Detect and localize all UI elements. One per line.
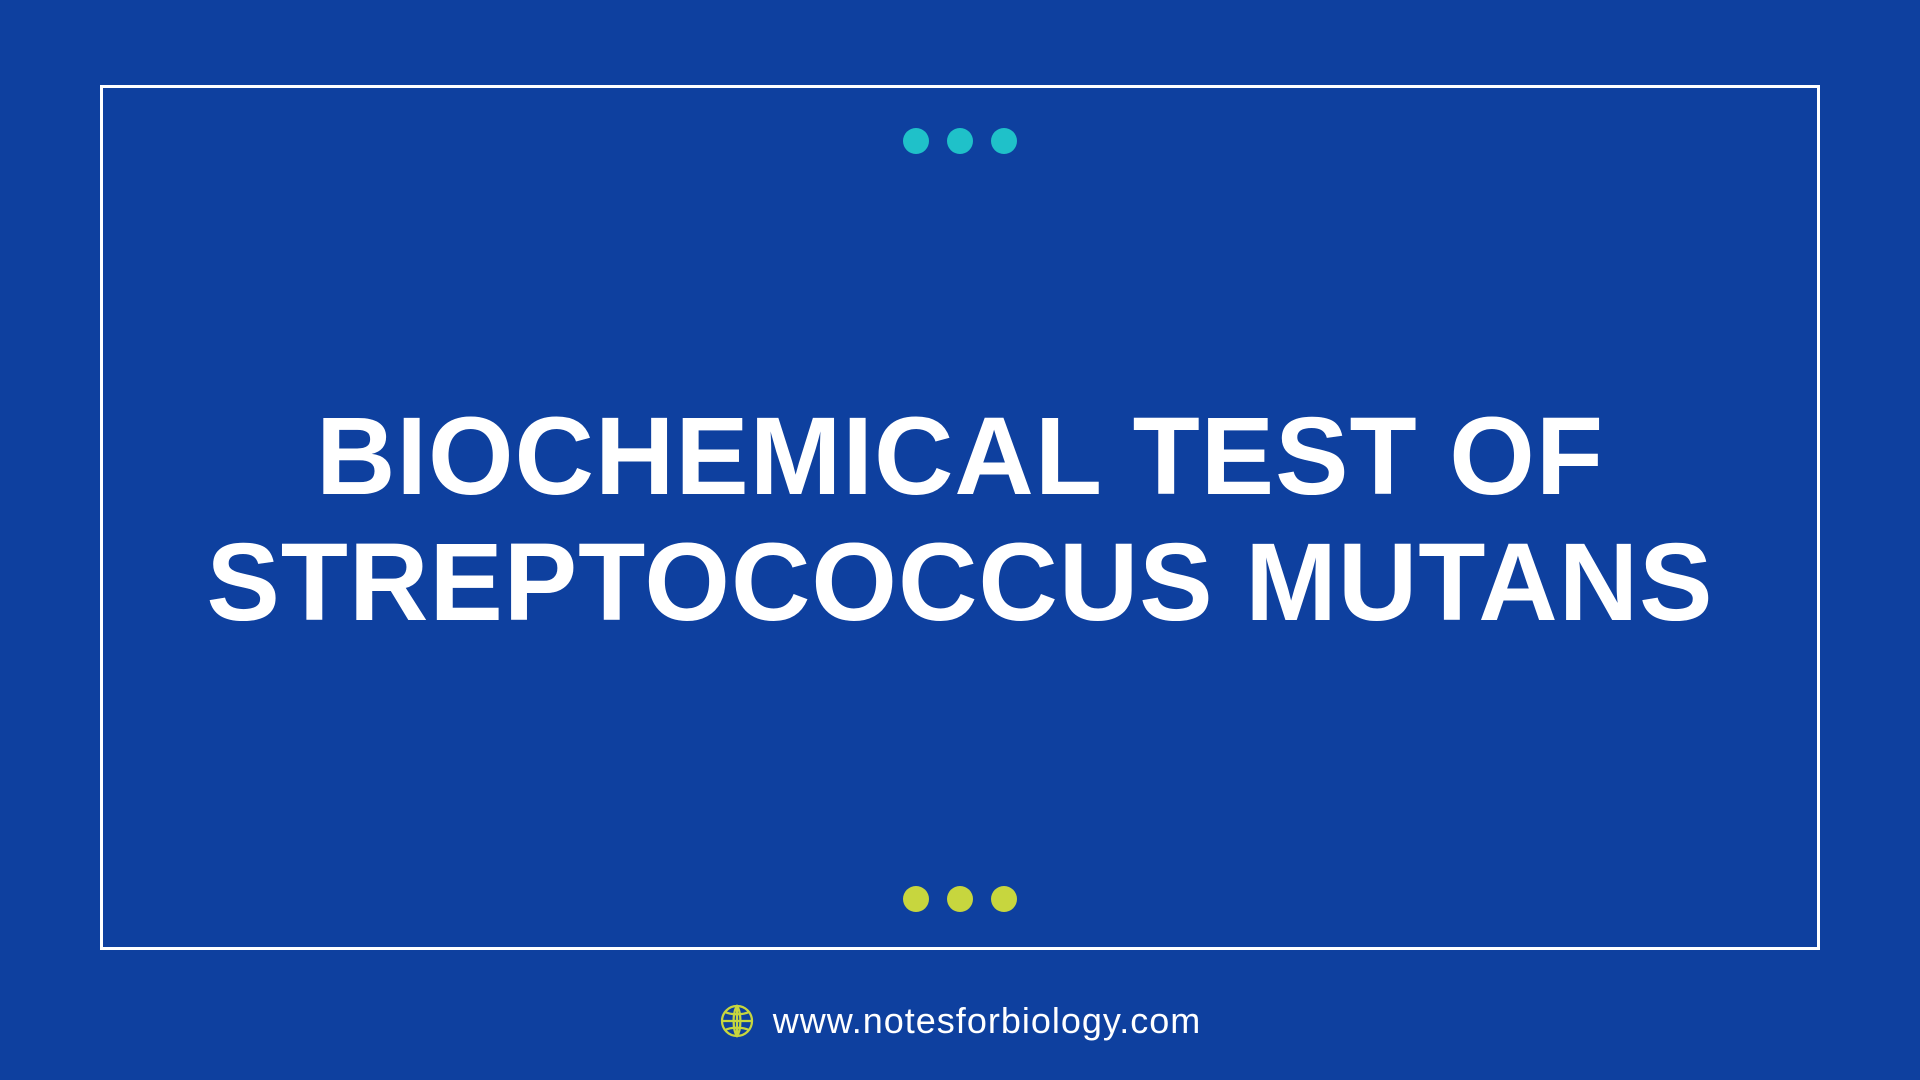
bottom-dots-decoration <box>903 886 1017 912</box>
dot-icon <box>991 886 1017 912</box>
footer: www.notesforbiology.com <box>0 1000 1920 1042</box>
main-title: BIOCHEMICAL TEST OF STREPTOCOCCUS MUTANS <box>163 394 1757 647</box>
dot-icon <box>903 128 929 154</box>
top-dots-decoration <box>903 128 1017 154</box>
dot-icon <box>947 886 973 912</box>
dot-icon <box>991 128 1017 154</box>
content-frame: BIOCHEMICAL TEST OF STREPTOCOCCUS MUTANS <box>100 85 1820 950</box>
globe-icon <box>719 1003 755 1039</box>
dot-icon <box>947 128 973 154</box>
website-url: www.notesforbiology.com <box>773 1000 1202 1042</box>
dot-icon <box>903 886 929 912</box>
